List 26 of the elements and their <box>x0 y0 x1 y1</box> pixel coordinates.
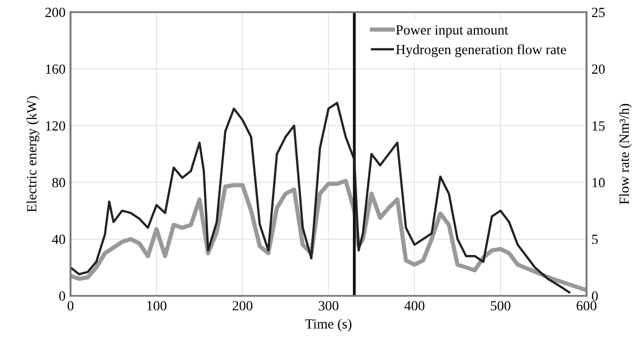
y-tick-label: 160 <box>46 64 66 74</box>
y-tick-label: 0 <box>59 291 66 301</box>
line-series <box>70 102 570 294</box>
y2-tick-label: 25 <box>592 8 605 18</box>
y-tick-label: 200 <box>45 8 66 18</box>
y2-tick-label: 10 <box>592 178 605 188</box>
legend-label: Hydrogen generation flow rate <box>396 44 566 58</box>
x-tick-label: 200 <box>232 301 252 310</box>
x-tick-label: 100 <box>147 301 166 310</box>
line-series <box>70 178 587 292</box>
y2-tick-label: 20 <box>592 64 605 74</box>
x-tick-label: 600 <box>576 301 596 310</box>
y-tick-label: 40 <box>52 234 66 244</box>
y2-tick-label: 5 <box>592 234 598 244</box>
x-tick-label: 500 <box>490 301 510 310</box>
y-tick-label: 120 <box>46 121 66 131</box>
y2-tick-label: 0 <box>592 291 598 301</box>
y-tick-label: 80 <box>52 178 66 188</box>
y2-tick-label: 15 <box>592 121 605 131</box>
x-tick-label: 300 <box>318 301 338 310</box>
y-axis-title: Electric energy (kW) <box>26 96 40 212</box>
legend-label: Power input amount <box>396 25 508 38</box>
x-axis-title: Time (s) <box>305 318 352 332</box>
y2-axis-title: Flow rate (Nm³/h) <box>619 104 632 204</box>
x-tick-label: 400 <box>404 301 424 310</box>
x-tick-label: 0 <box>68 301 74 310</box>
